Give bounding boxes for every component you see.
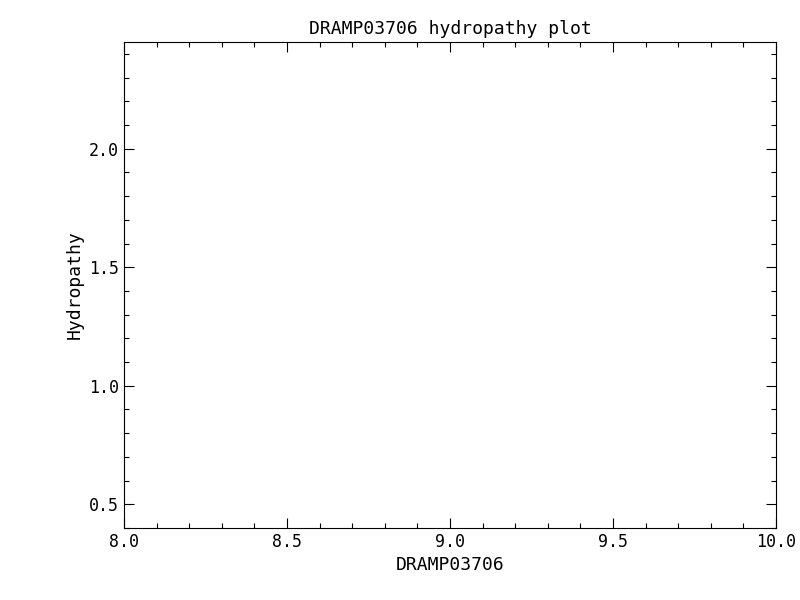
Y-axis label: Hydropathy: Hydropathy [66,230,83,340]
Title: DRAMP03706 hydropathy plot: DRAMP03706 hydropathy plot [309,20,591,38]
X-axis label: DRAMP03706: DRAMP03706 [396,556,504,574]
